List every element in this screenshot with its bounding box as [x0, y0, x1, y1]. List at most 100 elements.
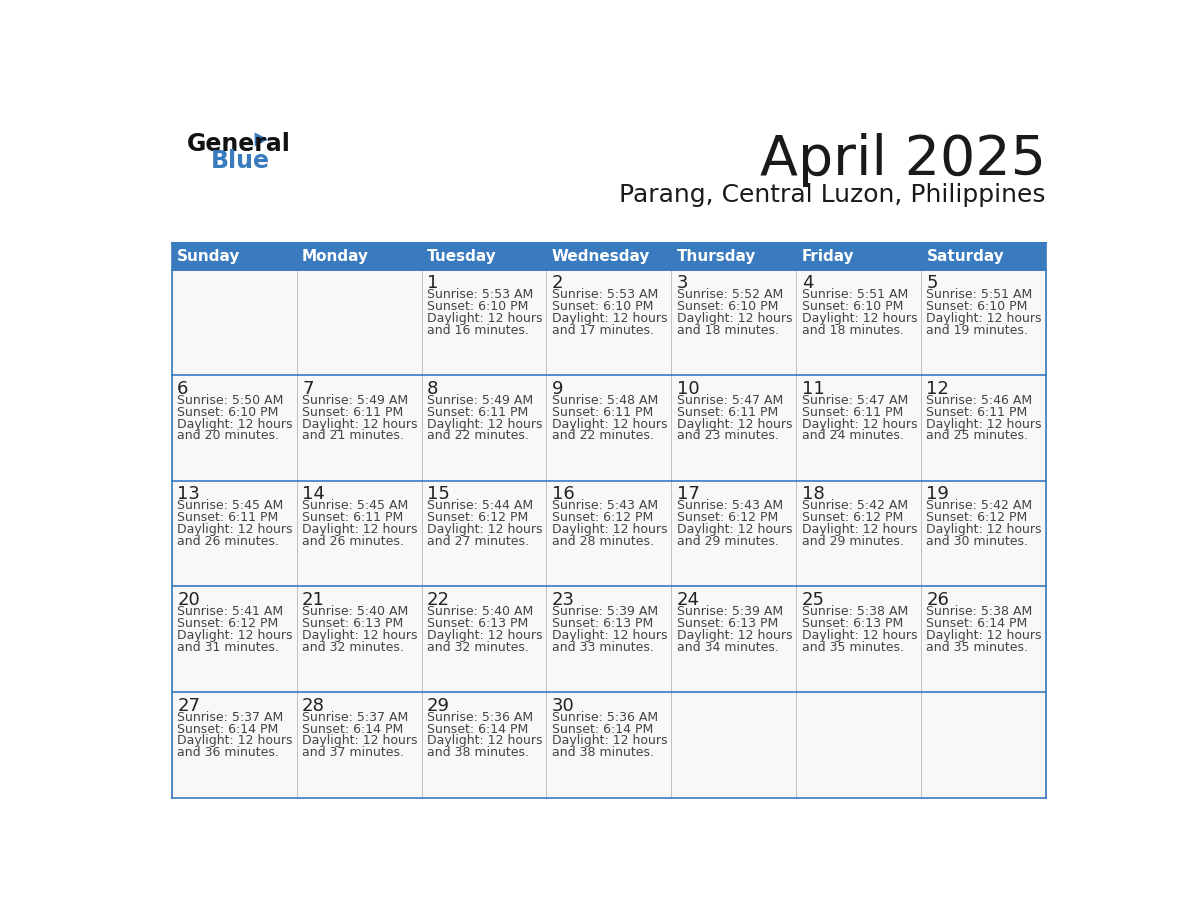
Polygon shape: [254, 132, 268, 146]
Text: and 36 minutes.: and 36 minutes.: [177, 746, 279, 759]
Text: and 31 minutes.: and 31 minutes.: [177, 641, 279, 654]
Text: Daylight: 12 hours: Daylight: 12 hours: [177, 523, 292, 536]
Text: Daylight: 12 hours: Daylight: 12 hours: [302, 523, 417, 536]
Text: Sunset: 6:14 PM: Sunset: 6:14 PM: [177, 722, 278, 735]
Text: and 18 minutes.: and 18 minutes.: [802, 324, 904, 337]
Text: and 23 minutes.: and 23 minutes.: [677, 430, 778, 442]
Text: Sunset: 6:11 PM: Sunset: 6:11 PM: [426, 406, 529, 419]
Text: Sunrise: 5:43 AM: Sunrise: 5:43 AM: [552, 499, 658, 512]
Text: and 27 minutes.: and 27 minutes.: [426, 535, 529, 548]
Text: Sunrise: 5:43 AM: Sunrise: 5:43 AM: [677, 499, 783, 512]
Bar: [172, 587, 297, 692]
Text: and 30 minutes.: and 30 minutes.: [927, 535, 1029, 548]
Text: and 18 minutes.: and 18 minutes.: [677, 324, 778, 337]
Text: 9: 9: [552, 380, 563, 397]
Bar: [796, 481, 921, 587]
Text: 20: 20: [177, 591, 200, 610]
Bar: [921, 692, 1045, 798]
Text: Sunday: Sunday: [177, 249, 240, 264]
Text: Sunrise: 5:46 AM: Sunrise: 5:46 AM: [927, 394, 1032, 407]
Bar: [671, 375, 796, 481]
Text: Daylight: 12 hours: Daylight: 12 hours: [927, 312, 1042, 325]
Text: and 32 minutes.: and 32 minutes.: [426, 641, 529, 654]
Text: and 37 minutes.: and 37 minutes.: [302, 746, 404, 759]
Text: Saturday: Saturday: [927, 249, 1004, 264]
Text: Sunrise: 5:38 AM: Sunrise: 5:38 AM: [802, 605, 908, 618]
Bar: [796, 587, 921, 692]
Text: Sunset: 6:11 PM: Sunset: 6:11 PM: [927, 406, 1028, 419]
Bar: [671, 587, 796, 692]
Text: 21: 21: [302, 591, 326, 610]
Text: Sunrise: 5:53 AM: Sunrise: 5:53 AM: [552, 288, 658, 301]
Text: Tuesday: Tuesday: [426, 249, 497, 264]
Text: and 16 minutes.: and 16 minutes.: [426, 324, 529, 337]
Text: Sunrise: 5:41 AM: Sunrise: 5:41 AM: [177, 605, 283, 618]
Text: Sunrise: 5:42 AM: Sunrise: 5:42 AM: [927, 499, 1032, 512]
Text: Sunset: 6:11 PM: Sunset: 6:11 PM: [802, 406, 903, 419]
Text: Daylight: 12 hours: Daylight: 12 hours: [302, 734, 417, 747]
Text: Sunset: 6:13 PM: Sunset: 6:13 PM: [426, 617, 529, 630]
Text: and 25 minutes.: and 25 minutes.: [927, 430, 1029, 442]
Bar: [546, 270, 671, 375]
Bar: [546, 481, 671, 587]
Text: Daylight: 12 hours: Daylight: 12 hours: [802, 418, 917, 431]
Text: Sunset: 6:10 PM: Sunset: 6:10 PM: [802, 300, 903, 313]
Text: and 22 minutes.: and 22 minutes.: [552, 430, 653, 442]
Text: Daylight: 12 hours: Daylight: 12 hours: [426, 523, 543, 536]
Text: Sunrise: 5:45 AM: Sunrise: 5:45 AM: [177, 499, 284, 512]
Text: General: General: [188, 131, 291, 156]
Text: Daylight: 12 hours: Daylight: 12 hours: [552, 629, 668, 642]
Text: Daylight: 12 hours: Daylight: 12 hours: [302, 418, 417, 431]
Text: Sunrise: 5:51 AM: Sunrise: 5:51 AM: [802, 288, 908, 301]
Text: 10: 10: [677, 380, 700, 397]
Text: and 28 minutes.: and 28 minutes.: [552, 535, 653, 548]
Text: Daylight: 12 hours: Daylight: 12 hours: [302, 629, 417, 642]
Text: Sunset: 6:12 PM: Sunset: 6:12 PM: [677, 511, 778, 524]
Text: Daylight: 12 hours: Daylight: 12 hours: [552, 312, 668, 325]
Text: Wednesday: Wednesday: [552, 249, 650, 264]
Text: Parang, Central Luzon, Philippines: Parang, Central Luzon, Philippines: [619, 184, 1045, 207]
Bar: [546, 692, 671, 798]
Bar: [796, 692, 921, 798]
Bar: [297, 375, 422, 481]
Text: 5: 5: [927, 274, 939, 292]
Text: Daylight: 12 hours: Daylight: 12 hours: [677, 418, 792, 431]
Text: Sunrise: 5:44 AM: Sunrise: 5:44 AM: [426, 499, 533, 512]
Text: Sunrise: 5:38 AM: Sunrise: 5:38 AM: [927, 605, 1032, 618]
Text: and 35 minutes.: and 35 minutes.: [927, 641, 1029, 654]
Text: Sunrise: 5:42 AM: Sunrise: 5:42 AM: [802, 499, 908, 512]
Text: Sunset: 6:12 PM: Sunset: 6:12 PM: [927, 511, 1028, 524]
Text: Sunrise: 5:37 AM: Sunrise: 5:37 AM: [302, 711, 409, 723]
Bar: [546, 587, 671, 692]
Text: 7: 7: [302, 380, 314, 397]
Text: 16: 16: [552, 486, 575, 503]
Bar: [297, 587, 422, 692]
Text: Sunset: 6:14 PM: Sunset: 6:14 PM: [927, 617, 1028, 630]
Text: Sunrise: 5:37 AM: Sunrise: 5:37 AM: [177, 711, 284, 723]
Text: Sunrise: 5:39 AM: Sunrise: 5:39 AM: [677, 605, 783, 618]
Text: Sunrise: 5:50 AM: Sunrise: 5:50 AM: [177, 394, 284, 407]
Text: and 29 minutes.: and 29 minutes.: [677, 535, 778, 548]
Text: 4: 4: [802, 274, 813, 292]
Text: Daylight: 12 hours: Daylight: 12 hours: [802, 629, 917, 642]
Bar: [172, 243, 1045, 270]
Bar: [422, 481, 546, 587]
Text: 15: 15: [426, 486, 450, 503]
Text: Sunrise: 5:45 AM: Sunrise: 5:45 AM: [302, 499, 409, 512]
Text: and 22 minutes.: and 22 minutes.: [426, 430, 529, 442]
Text: and 20 minutes.: and 20 minutes.: [177, 430, 279, 442]
Text: 1: 1: [426, 274, 438, 292]
Text: Sunrise: 5:47 AM: Sunrise: 5:47 AM: [677, 394, 783, 407]
Text: Daylight: 12 hours: Daylight: 12 hours: [552, 418, 668, 431]
Text: Sunset: 6:13 PM: Sunset: 6:13 PM: [802, 617, 903, 630]
Bar: [671, 270, 796, 375]
Text: Daylight: 12 hours: Daylight: 12 hours: [426, 734, 543, 747]
Text: Daylight: 12 hours: Daylight: 12 hours: [927, 523, 1042, 536]
Text: Sunset: 6:13 PM: Sunset: 6:13 PM: [302, 617, 403, 630]
Text: Sunset: 6:10 PM: Sunset: 6:10 PM: [677, 300, 778, 313]
Text: 13: 13: [177, 486, 200, 503]
Text: Sunset: 6:14 PM: Sunset: 6:14 PM: [552, 722, 653, 735]
Text: Daylight: 12 hours: Daylight: 12 hours: [177, 629, 292, 642]
Text: 8: 8: [426, 380, 438, 397]
Text: Sunrise: 5:49 AM: Sunrise: 5:49 AM: [302, 394, 409, 407]
